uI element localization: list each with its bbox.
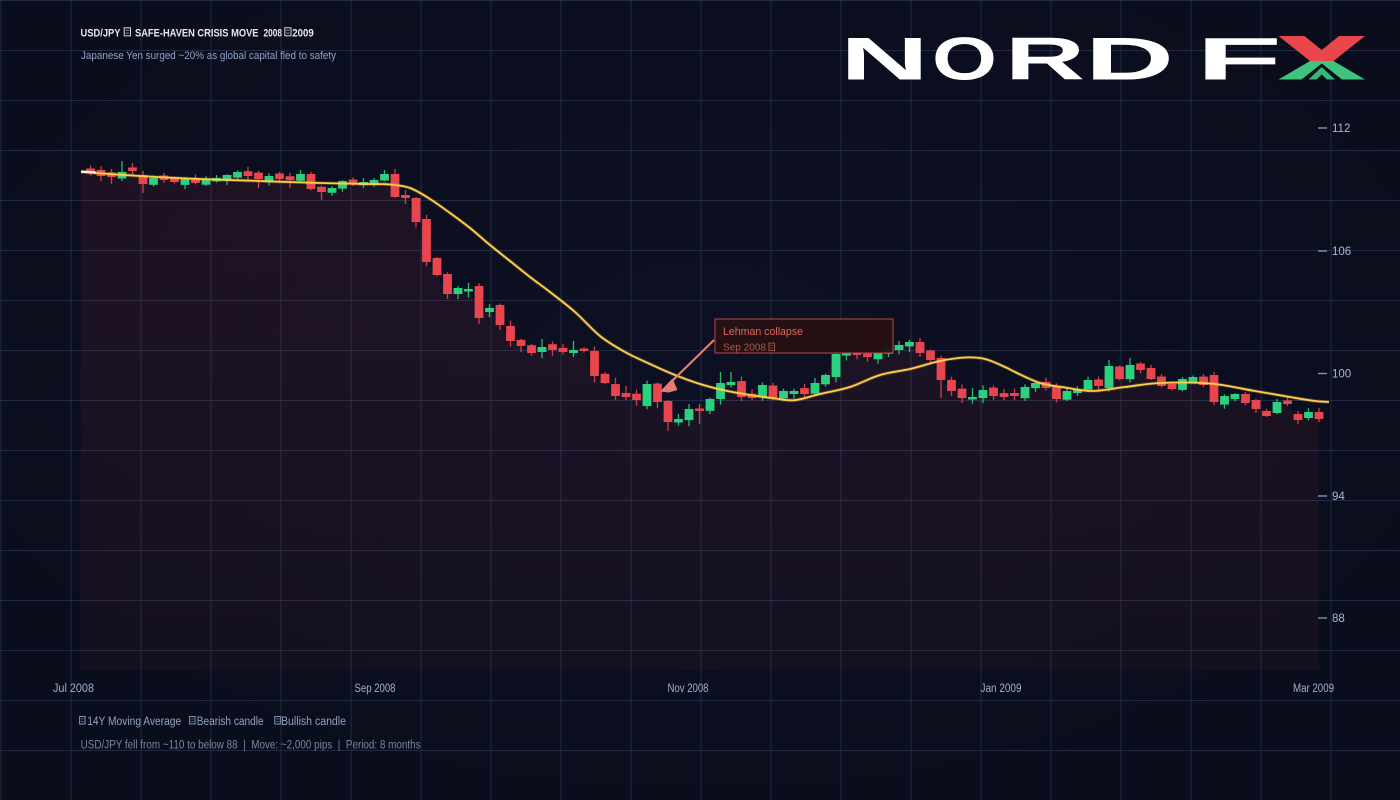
svg-text:Bullish candle: Bullish candle [281,716,346,728]
svg-text:Jul 2008: Jul 2008 [53,683,94,695]
svg-text:88: 88 [1332,613,1345,625]
svg-text:100: 100 [1332,369,1351,381]
svg-text:D: D [1085,26,1174,93]
svg-text:USD/JPY: USD/JPY [81,27,122,39]
svg-text:Sep 2008: Sep 2008 [723,343,766,354]
svg-text:2008: 2008 [264,27,283,39]
svg-text:Sep 2008: Sep 2008 [355,683,396,695]
svg-text:106: 106 [1332,246,1351,258]
svg-text:Lehman collapse: Lehman collapse [723,326,803,338]
svg-text:Mar 2009: Mar 2009 [1293,683,1334,695]
svg-text:Jan 2009: Jan 2009 [981,683,1022,695]
svg-text:F: F [1196,26,1282,93]
svg-text:Nov 2008: Nov 2008 [668,683,709,695]
svg-text:Bearish candle: Bearish candle [197,716,264,728]
svg-text:112: 112 [1332,123,1350,135]
svg-text:Japanese Yen surged ~20% as gl: Japanese Yen surged ~20% as global capit… [81,50,336,62]
svg-text:SAFE-HAVEN CRISIS MOVE: SAFE-HAVEN CRISIS MOVE [135,27,259,39]
svg-text:94: 94 [1332,491,1345,503]
svg-text:2009: 2009 [292,27,314,39]
svg-text:N: N [840,26,929,93]
svg-text:14Y Moving Average: 14Y Moving Average [87,716,181,728]
svg-text:R: R [1005,26,1085,93]
svg-text:USD/JPY fell from ~110 to belo: USD/JPY fell from ~110 to below 88 | Mov… [81,740,421,752]
svg-text:O: O [932,26,997,93]
